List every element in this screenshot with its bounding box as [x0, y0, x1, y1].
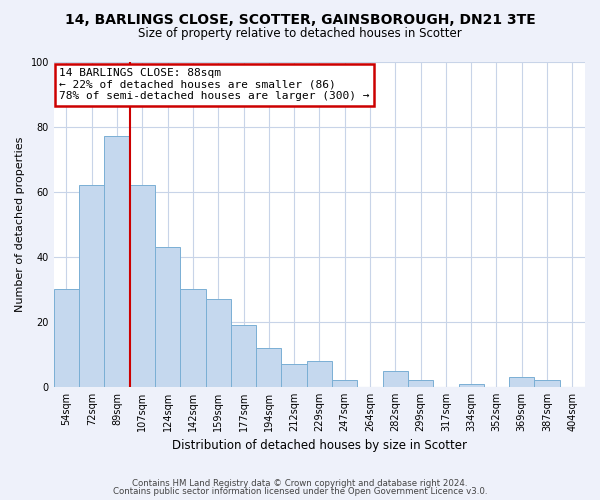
Text: 14, BARLINGS CLOSE, SCOTTER, GAINSBOROUGH, DN21 3TE: 14, BARLINGS CLOSE, SCOTTER, GAINSBOROUG… [65, 12, 535, 26]
Bar [104, 136, 130, 387]
Bar [54, 290, 79, 387]
Bar [256, 348, 281, 387]
Text: Contains HM Land Registry data © Crown copyright and database right 2024.: Contains HM Land Registry data © Crown c… [132, 478, 468, 488]
Bar [130, 185, 155, 387]
Bar [79, 185, 104, 387]
X-axis label: Distribution of detached houses by size in Scotter: Distribution of detached houses by size … [172, 440, 467, 452]
Bar [332, 380, 358, 387]
Bar [231, 325, 256, 387]
Bar [458, 384, 484, 387]
Bar [206, 299, 231, 387]
Bar [307, 361, 332, 387]
Bar [281, 364, 307, 387]
Bar [383, 370, 408, 387]
Bar [408, 380, 433, 387]
Bar [155, 247, 180, 387]
Text: Contains public sector information licensed under the Open Government Licence v3: Contains public sector information licen… [113, 487, 487, 496]
Bar [509, 377, 535, 387]
Bar [180, 290, 206, 387]
Bar [535, 380, 560, 387]
Text: Size of property relative to detached houses in Scotter: Size of property relative to detached ho… [138, 28, 462, 40]
Y-axis label: Number of detached properties: Number of detached properties [15, 136, 25, 312]
Text: 14 BARLINGS CLOSE: 88sqm
← 22% of detached houses are smaller (86)
78% of semi-d: 14 BARLINGS CLOSE: 88sqm ← 22% of detach… [59, 68, 370, 101]
